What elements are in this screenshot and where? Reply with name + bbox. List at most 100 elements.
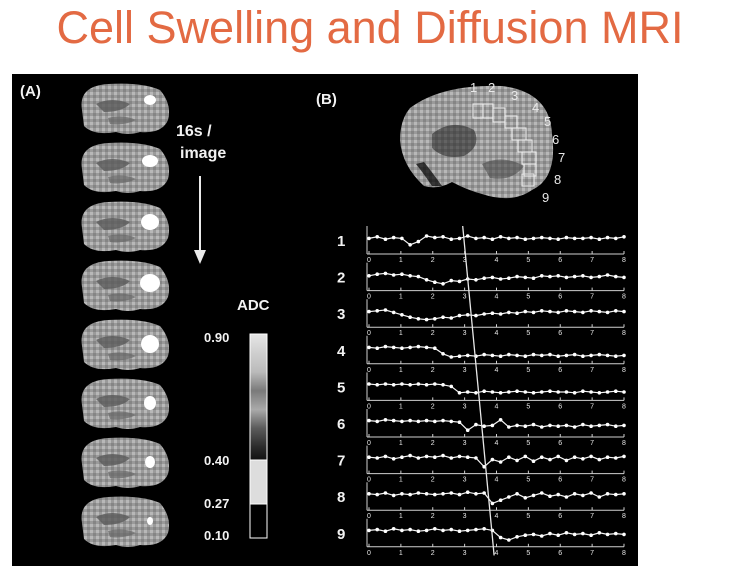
- trace-point: [589, 533, 593, 537]
- roi-boxes: [472, 103, 537, 187]
- trace-point: [433, 235, 437, 240]
- x-tick-label: 5: [526, 257, 530, 264]
- x-tick-label: 1: [399, 403, 403, 410]
- x-tick-label: 7: [590, 477, 594, 484]
- x-tick-label: 8: [622, 403, 626, 410]
- trace-point: [572, 425, 577, 429]
- trace-point: [531, 352, 536, 357]
- trace-point: [622, 275, 626, 280]
- trace-point: [400, 272, 404, 276]
- trace-row-label: 7: [337, 453, 345, 470]
- trace-point: [457, 529, 462, 533]
- trace-point: [622, 235, 626, 239]
- x-tick-label: 8: [622, 330, 626, 337]
- trace-point: [539, 455, 544, 460]
- panel-b-label: (B): [316, 91, 337, 108]
- x-tick-label: 4: [495, 330, 499, 337]
- trace-point: [375, 235, 380, 239]
- x-tick-label: 2: [431, 550, 435, 557]
- trace-point: [564, 309, 569, 313]
- x-tick-label: 4: [495, 294, 499, 301]
- trace-point: [515, 311, 519, 315]
- trace-point: [424, 418, 429, 423]
- x-tick-label: 1: [399, 477, 403, 484]
- trace-point: [523, 533, 528, 537]
- brain-slice: [81, 437, 169, 488]
- trace-point: [581, 389, 585, 394]
- x-tick-label: 1: [399, 367, 403, 374]
- trace-point: [498, 312, 503, 316]
- trace-point: [400, 455, 404, 460]
- trace-row-label: 2: [337, 270, 345, 287]
- trace-point: [572, 352, 577, 357]
- trace-point: [424, 492, 429, 496]
- figure: (A) 16s / image ADC 0.90 0.40 0.27 0.10 …: [12, 74, 638, 566]
- x-tick-label: 5: [526, 440, 530, 447]
- trace-row: 4 0 1 2 3 4 5 6 7 8: [337, 335, 626, 374]
- trace-row-label: 6: [337, 416, 345, 433]
- trace-point: [441, 235, 445, 239]
- trace-point: [531, 493, 536, 498]
- x-tick-label: 3: [463, 403, 467, 410]
- trace-point: [449, 278, 454, 283]
- trace-point: [564, 275, 569, 280]
- brain-slice: [81, 260, 169, 311]
- x-tick-label: 5: [526, 513, 530, 520]
- trace-row: 9 0 1 2 3 4 5 6 7 8: [337, 518, 626, 557]
- trace-point: [375, 527, 380, 532]
- x-tick-label: 4: [495, 403, 499, 410]
- trace-point: [622, 492, 626, 496]
- trace-point: [523, 390, 528, 394]
- trace-point: [589, 424, 593, 429]
- x-tick-label: 5: [526, 330, 530, 337]
- trace-point: [441, 282, 445, 286]
- x-tick-label: 1: [399, 550, 403, 557]
- x-tick-label: 5: [526, 367, 530, 374]
- trace-point: [367, 274, 371, 278]
- trace-point: [408, 453, 412, 458]
- x-tick-label: 1: [399, 257, 403, 264]
- trace-point: [474, 527, 478, 532]
- x-tick-label: 0: [367, 513, 371, 520]
- trace-point: [597, 423, 602, 428]
- onset-diagonal-line: [462, 225, 495, 556]
- x-tick-label: 3: [463, 330, 467, 337]
- trace-point: [408, 243, 412, 247]
- trace-point: [556, 274, 560, 278]
- trace-point: [589, 454, 593, 459]
- trace-point: [383, 344, 388, 349]
- trace-point: [523, 275, 528, 280]
- trace-point: [441, 352, 445, 356]
- trace-point: [408, 527, 412, 532]
- trace-point: [581, 422, 585, 427]
- trace-point: [400, 528, 404, 533]
- trace-point: [375, 309, 380, 313]
- trace-point: [474, 391, 478, 395]
- trace-point: [490, 311, 495, 315]
- trace-point: [449, 316, 454, 320]
- trace-point: [367, 236, 371, 241]
- trace-point: [482, 312, 486, 316]
- x-tick-label: 3: [463, 294, 467, 301]
- trace-point: [367, 345, 371, 350]
- trace-row: 1 0 1 2 3 4 5 6 7 8: [337, 226, 626, 264]
- trace-point: [613, 309, 618, 313]
- trace-point: [572, 309, 577, 314]
- trace-point: [482, 276, 486, 280]
- x-tick-label: 2: [431, 440, 435, 447]
- brain-slice: [81, 83, 169, 134]
- colorbar-tick-090: 0.90: [204, 330, 229, 345]
- trace-point: [482, 235, 486, 240]
- trace-point: [564, 235, 569, 240]
- time-note-line1: 16s /: [176, 123, 212, 140]
- trace-point: [539, 274, 544, 278]
- trace-point: [449, 237, 454, 241]
- trace-point: [523, 237, 528, 241]
- x-tick-label: 8: [622, 440, 626, 447]
- trace-point: [507, 352, 511, 357]
- trace-point: [482, 389, 486, 394]
- trace-point: [391, 273, 396, 277]
- x-tick-label: 1: [399, 440, 403, 447]
- trace-point: [391, 235, 396, 240]
